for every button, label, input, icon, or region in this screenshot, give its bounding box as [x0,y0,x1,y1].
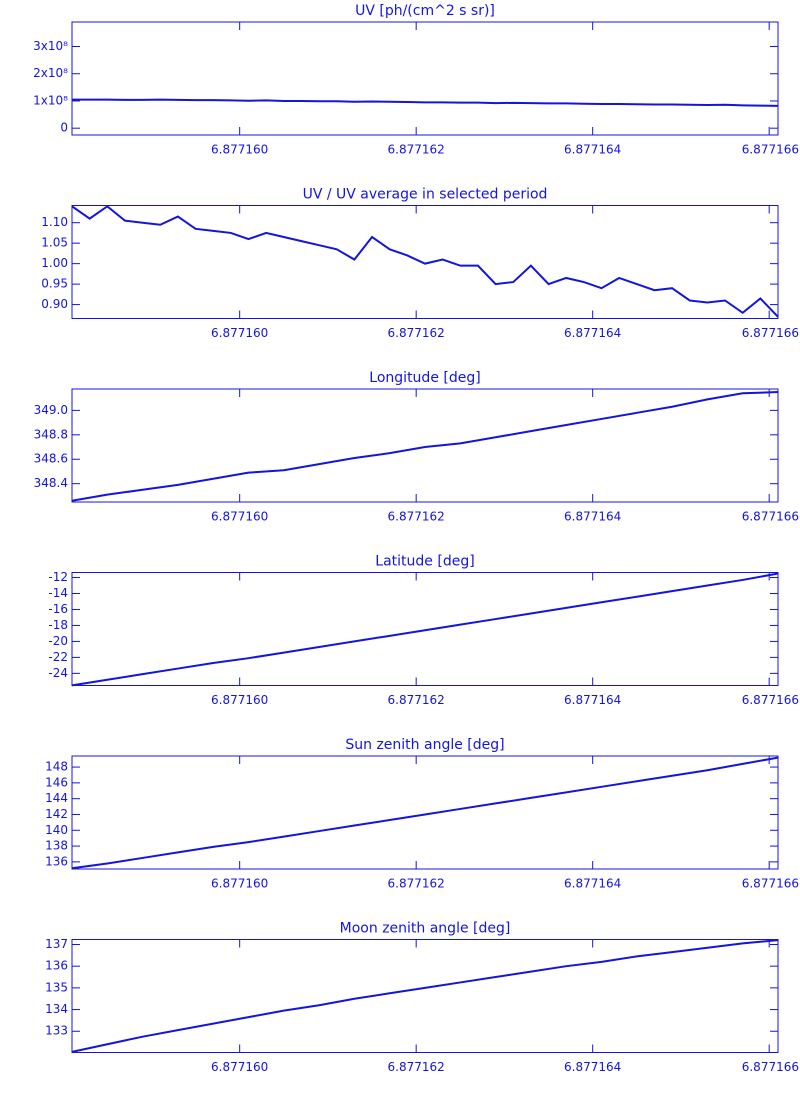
plot-frame [71,939,779,1053]
y-tick-label: 1.00 [41,256,68,270]
x-tick-label: 6.877162 [388,510,445,524]
panel-title: Sun zenith angle [deg] [345,737,504,753]
panel-title: Latitude [deg] [375,554,474,570]
y-tick-label: 1.05 [41,236,68,250]
plot-frame [71,572,779,686]
y-tick-label: 0.90 [41,297,68,311]
y-tick-label: 2x10⁸ [33,66,68,80]
y-tick-label: 137 [45,937,68,951]
y-tick-label: 3x10⁸ [33,39,68,53]
plot-frame [71,21,779,136]
x-tick-label: 6.877164 [564,143,621,157]
data-line [71,756,779,870]
x-tick-label: 6.877164 [564,693,621,707]
x-tick-label: 6.877160 [211,326,268,340]
data-line [71,939,779,1053]
x-tick-label: 6.877162 [388,877,445,891]
data-line [71,391,779,502]
panel-title: Moon zenith angle [deg] [340,921,511,937]
panel-title: UV / UV average in selected period [303,187,548,203]
x-tick-label: 6.877162 [388,143,445,157]
plot-frame [71,388,779,503]
y-tick-label: 133 [45,1024,68,1038]
x-tick-label: 6.877166 [742,510,799,524]
y-tick-label: -24 [48,666,68,680]
y-tick-label: 136 [45,854,68,868]
x-tick-label: 6.877164 [564,1060,621,1074]
y-tick-label: -20 [48,634,68,648]
data-line [71,205,779,318]
x-tick-label: 6.877166 [742,326,799,340]
x-tick-label: 6.877166 [742,693,799,707]
panel: Sun zenith angle [deg] 6.877160 6.877162 6.… [45,737,799,891]
x-tick-label: 6.877162 [388,326,445,340]
y-tick-label: 142 [45,807,68,821]
y-tick-label: 348.4 [34,476,68,490]
y-tick-label: 0.95 [41,277,68,291]
y-tick-label: 138 [45,839,68,853]
y-tick-label: 146 [45,775,68,789]
x-tick-label: 6.877162 [388,1060,445,1074]
plot-frame [71,205,779,319]
panel: UV [ph/(cm^2 s sr)] 6.877160 6.877162 6.877… [33,3,799,157]
y-tick-label: 1.10 [41,215,68,229]
y-tick-label: 348.6 [34,452,68,466]
x-tick-label: 6.877164 [564,510,621,524]
panel: Longitude [deg] 6.877160 6.877162 6.877164 6… [34,370,799,524]
y-tick-label: -16 [48,602,68,616]
panel: Moon zenith angle [deg] 6.877160 6.877162 6… [45,921,799,1075]
y-tick-label: 140 [45,823,68,837]
y-tick-label: 148 [45,760,68,774]
panel: Latitude [deg] 6.877160 6.877162 6.877164 6.… [48,554,799,708]
y-tick-label: -14 [48,586,68,600]
y-tick-label: 136 [45,959,68,973]
data-line [72,98,779,107]
y-tick-label: 144 [45,791,68,805]
y-tick-label: -18 [48,618,68,632]
x-tick-label: 6.877164 [564,326,621,340]
y-tick-label: 134 [45,1002,68,1016]
y-tick-label: -22 [48,650,68,664]
plot-frame [71,755,779,870]
x-tick-label: 6.877164 [564,877,621,891]
x-tick-label: 6.877160 [211,877,268,891]
y-tick-label: 348.8 [34,427,68,441]
x-tick-label: 6.877160 [211,143,268,157]
x-tick-label: 6.877166 [742,143,799,157]
x-tick-label: 6.877160 [211,693,268,707]
panel-title: UV [ph/(cm^2 s sr)] [355,3,495,19]
panel: UV / UV average in selected period 6.8771… [41,187,799,341]
panel-title: Longitude [deg] [369,370,480,386]
x-tick-label: 6.877160 [211,510,268,524]
y-tick-label: 349.0 [34,403,68,417]
x-tick-label: 6.877162 [388,693,445,707]
x-tick-label: 6.877166 [742,877,799,891]
data-line [71,572,779,687]
y-tick-label: 0 [60,121,68,135]
x-tick-label: 6.877166 [742,1060,799,1074]
x-tick-label: 6.877160 [211,1060,268,1074]
y-tick-label: 135 [45,980,68,994]
y-tick-label: 1x10⁸ [33,93,68,107]
y-tick-label: -12 [48,570,68,584]
